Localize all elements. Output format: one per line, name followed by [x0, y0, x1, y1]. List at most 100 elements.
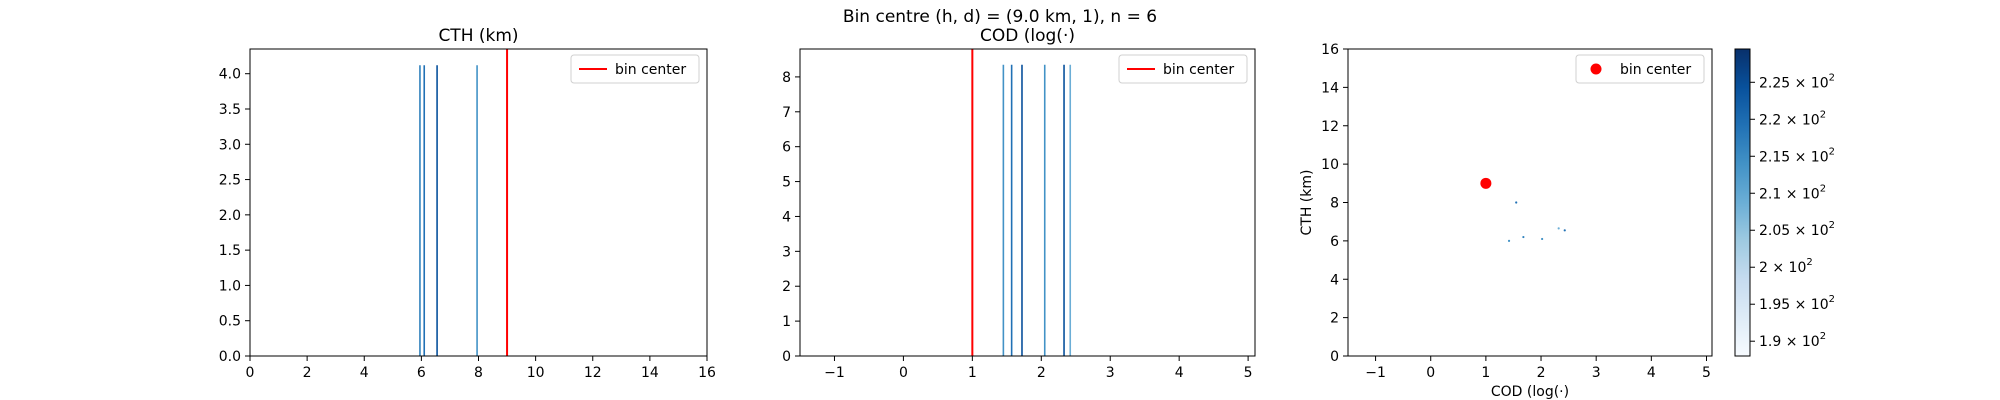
- y-tick-label: 14: [1321, 80, 1339, 96]
- y-axis-label: CTH (km): [1299, 170, 1315, 236]
- subplot-1: 0 2 4 6 8 10 12 14 16 0.0 0.5 1.0 1.5 2.0 2.5 3.0 3.5 4.0…: [219, 26, 716, 381]
- colorbar-tick-exponent: 2: [1829, 146, 1835, 157]
- x-tick-label: 0: [899, 365, 908, 381]
- y-tick-label: 4: [1330, 272, 1339, 288]
- colorbar-tick-times: × 10: [1790, 149, 1828, 165]
- x-axis-label: COD (log(·): [1491, 384, 1569, 400]
- scatter-point: [1557, 227, 1560, 230]
- colorbar-tick-base: 2.1: [1759, 186, 1781, 202]
- legend: bin center: [570, 54, 700, 84]
- colorbar-tick-base: 2.25: [1759, 75, 1790, 91]
- y-tick-label: 2: [1330, 311, 1339, 327]
- y-tick-label: 8: [1330, 196, 1339, 212]
- colorbar-tick-times: × 10: [1781, 334, 1819, 350]
- colorbar-tick-exponent: 2: [1829, 220, 1835, 231]
- colorbar-tick-exponent: 2: [1820, 183, 1826, 194]
- colorbar-tick-times: × 10: [1781, 112, 1819, 128]
- legend-label: bin center: [615, 62, 686, 78]
- x-tick-label: 10: [527, 365, 545, 381]
- x-tick-label: 2: [303, 365, 312, 381]
- figure-suptitle: Bin centre (h, d) = (9.0 km, 1), n = 6: [843, 7, 1157, 27]
- x-tick-label: 2: [1537, 365, 1546, 381]
- y-tick-label: 3: [782, 244, 791, 260]
- colorbar-tick-label: 1.95 × 102: [1759, 294, 1835, 313]
- colorbar-tick-label: 2.15 × 102: [1759, 146, 1835, 165]
- colorbar-tick-times: × 10: [1790, 297, 1828, 313]
- subplot-2: −1 0 1 2 3 4 5 0 1 2 3 4 5 6 7 8 COD (log(·) bin center: [782, 26, 1256, 381]
- y-tick-label: 4.0: [219, 67, 241, 83]
- colorbar-tick-label: 2.2 × 102: [1759, 109, 1826, 128]
- y-tick-label: 16: [1321, 42, 1339, 58]
- y-tick-label: 1: [782, 314, 791, 330]
- plot-area: 0 2 4 6 8 10 12 14 160.00.51.01.52.02.53.03.54.0…: [219, 26, 1835, 400]
- y-tick-label: 2.0: [219, 208, 241, 224]
- axes-frame: [799, 48, 1256, 357]
- colorbar-tick-base: 1.9: [1759, 334, 1781, 350]
- colorbar-tick-label: 2.25 × 102: [1759, 72, 1835, 91]
- colorbar-tick-base: 1.95: [1759, 297, 1790, 313]
- colorbar-tick-base: 2.05: [1759, 223, 1790, 239]
- x-tick-label: 1: [968, 365, 977, 381]
- x-tick-label: 0: [246, 365, 255, 381]
- colorbar-tick-base: 2: [1759, 260, 1768, 276]
- colorbar-tick-label: 2.1 × 102: [1759, 183, 1826, 202]
- legend-box: [1118, 54, 1248, 84]
- x-tick-label: 12: [584, 365, 602, 381]
- colorbar-tick-label: 2 × 102: [1759, 257, 1813, 276]
- colorbar-tick-exponent: 2: [1820, 331, 1826, 342]
- x-tick-label: 0: [1426, 365, 1435, 381]
- y-tick-label: 10: [1321, 157, 1339, 173]
- x-tick-label: −1: [1365, 365, 1386, 381]
- x-tick-label: 2: [1037, 365, 1046, 381]
- colorbar-gradient: [1734, 48, 1751, 357]
- colorbar-tick-base: 2.15: [1759, 149, 1790, 165]
- x-tick-label: 5: [1244, 365, 1253, 381]
- y-tick-label: 8: [782, 70, 791, 86]
- x-tick-label: 1: [1481, 365, 1490, 381]
- x-tick-label: 3: [1592, 365, 1601, 381]
- colorbar-tick-exponent: 2: [1829, 294, 1835, 305]
- y-tick-label: 4: [782, 209, 791, 225]
- colorbar-tick-times: × 10: [1790, 75, 1828, 91]
- colorbar-tick-exponent: 2: [1820, 109, 1826, 120]
- legend-box: [570, 54, 700, 84]
- y-tick-label: 6: [1330, 234, 1339, 250]
- colorbar-tick-times: × 10: [1768, 260, 1806, 276]
- y-tick-label: 12: [1321, 119, 1339, 135]
- colorbar-tick-times: × 10: [1790, 223, 1828, 239]
- axes-frame: [1347, 48, 1713, 357]
- legend-label: bin center: [1163, 62, 1234, 78]
- y-tick-label: 3.0: [219, 137, 241, 153]
- y-tick-label: 6: [782, 140, 791, 156]
- x-tick-label: 14: [641, 365, 659, 381]
- legend-box: [1575, 54, 1705, 84]
- scatter-point: [1507, 239, 1511, 242]
- colorbar-tick-exponent: 2: [1806, 257, 1812, 268]
- x-tick-label: −1: [824, 365, 845, 381]
- axes-frame: [249, 48, 708, 357]
- legend: bin center: [1575, 54, 1705, 84]
- y-tick-label: 0: [782, 349, 791, 365]
- y-tick-label: 0.0: [219, 349, 241, 365]
- x-tick-label: 6: [417, 365, 426, 381]
- colorbar-tick-times: × 10: [1781, 186, 1819, 202]
- scatter-point: [1563, 229, 1566, 232]
- x-tick-label: 5: [1702, 365, 1711, 381]
- y-tick-label: 1.5: [219, 243, 241, 259]
- scatter-point: [1515, 201, 1518, 204]
- colorbar-tick-label: 1.9 × 102: [1759, 331, 1826, 350]
- x-tick-label: 8: [474, 365, 483, 381]
- x-tick-label: 4: [1647, 365, 1656, 381]
- y-tick-label: 5: [782, 175, 791, 191]
- y-tick-label: 0.5: [219, 314, 241, 330]
- colorbar-tick-exponent: 2: [1829, 72, 1835, 83]
- y-tick-label: 3.5: [219, 102, 241, 118]
- colorbar-tick-base: 2.2: [1759, 112, 1781, 128]
- bin-center-point: [1480, 177, 1492, 189]
- y-tick-label: 7: [782, 105, 791, 121]
- y-tick-label: 0: [1330, 349, 1339, 365]
- x-tick-label: 16: [698, 365, 716, 381]
